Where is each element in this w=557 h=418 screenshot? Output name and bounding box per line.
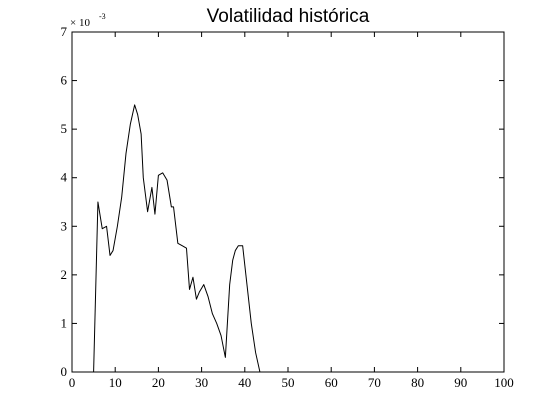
- y-tick-label: 1: [61, 315, 68, 330]
- x-tick-label: 100: [494, 375, 514, 390]
- y-scale-multiplier: × 10: [70, 17, 90, 29]
- axis-ticks: [71, 31, 505, 373]
- x-tick-label: 80: [411, 375, 424, 390]
- y-scale-exponent-value: -3: [99, 12, 106, 21]
- y-tick-label: 5: [61, 121, 68, 136]
- x-tick-label: 10: [109, 375, 122, 390]
- x-tick-label: 0: [69, 375, 76, 390]
- y-tick-label: 6: [61, 73, 68, 88]
- y-tick-label: 7: [61, 24, 68, 39]
- series-layer: [93, 104, 332, 373]
- series-line: [93, 104, 332, 373]
- x-tick-label: 50: [282, 375, 295, 390]
- axis-tick-labels: 0 10 20 30 40 50 60 70 80 90 100 0 1 2 3 4 5 6 7: [61, 24, 514, 390]
- x-tick-label: 60: [325, 375, 338, 390]
- y-tick-label: 2: [61, 267, 68, 282]
- x-tick-label: 40: [238, 375, 251, 390]
- x-tick-label: 20: [152, 375, 165, 390]
- chart-title: Volatilidad histórica: [207, 6, 370, 27]
- x-tick-label: 90: [454, 375, 467, 390]
- x-tick-label: 70: [368, 375, 381, 390]
- plot-area-frame: [71, 31, 505, 373]
- y-tick-label: 3: [61, 218, 68, 233]
- y-tick-label: 0: [61, 364, 68, 379]
- y-tick-label: 4: [61, 170, 68, 185]
- x-tick-label: 30: [195, 375, 208, 390]
- y-scale-exponent: × 10 -3: [70, 12, 106, 29]
